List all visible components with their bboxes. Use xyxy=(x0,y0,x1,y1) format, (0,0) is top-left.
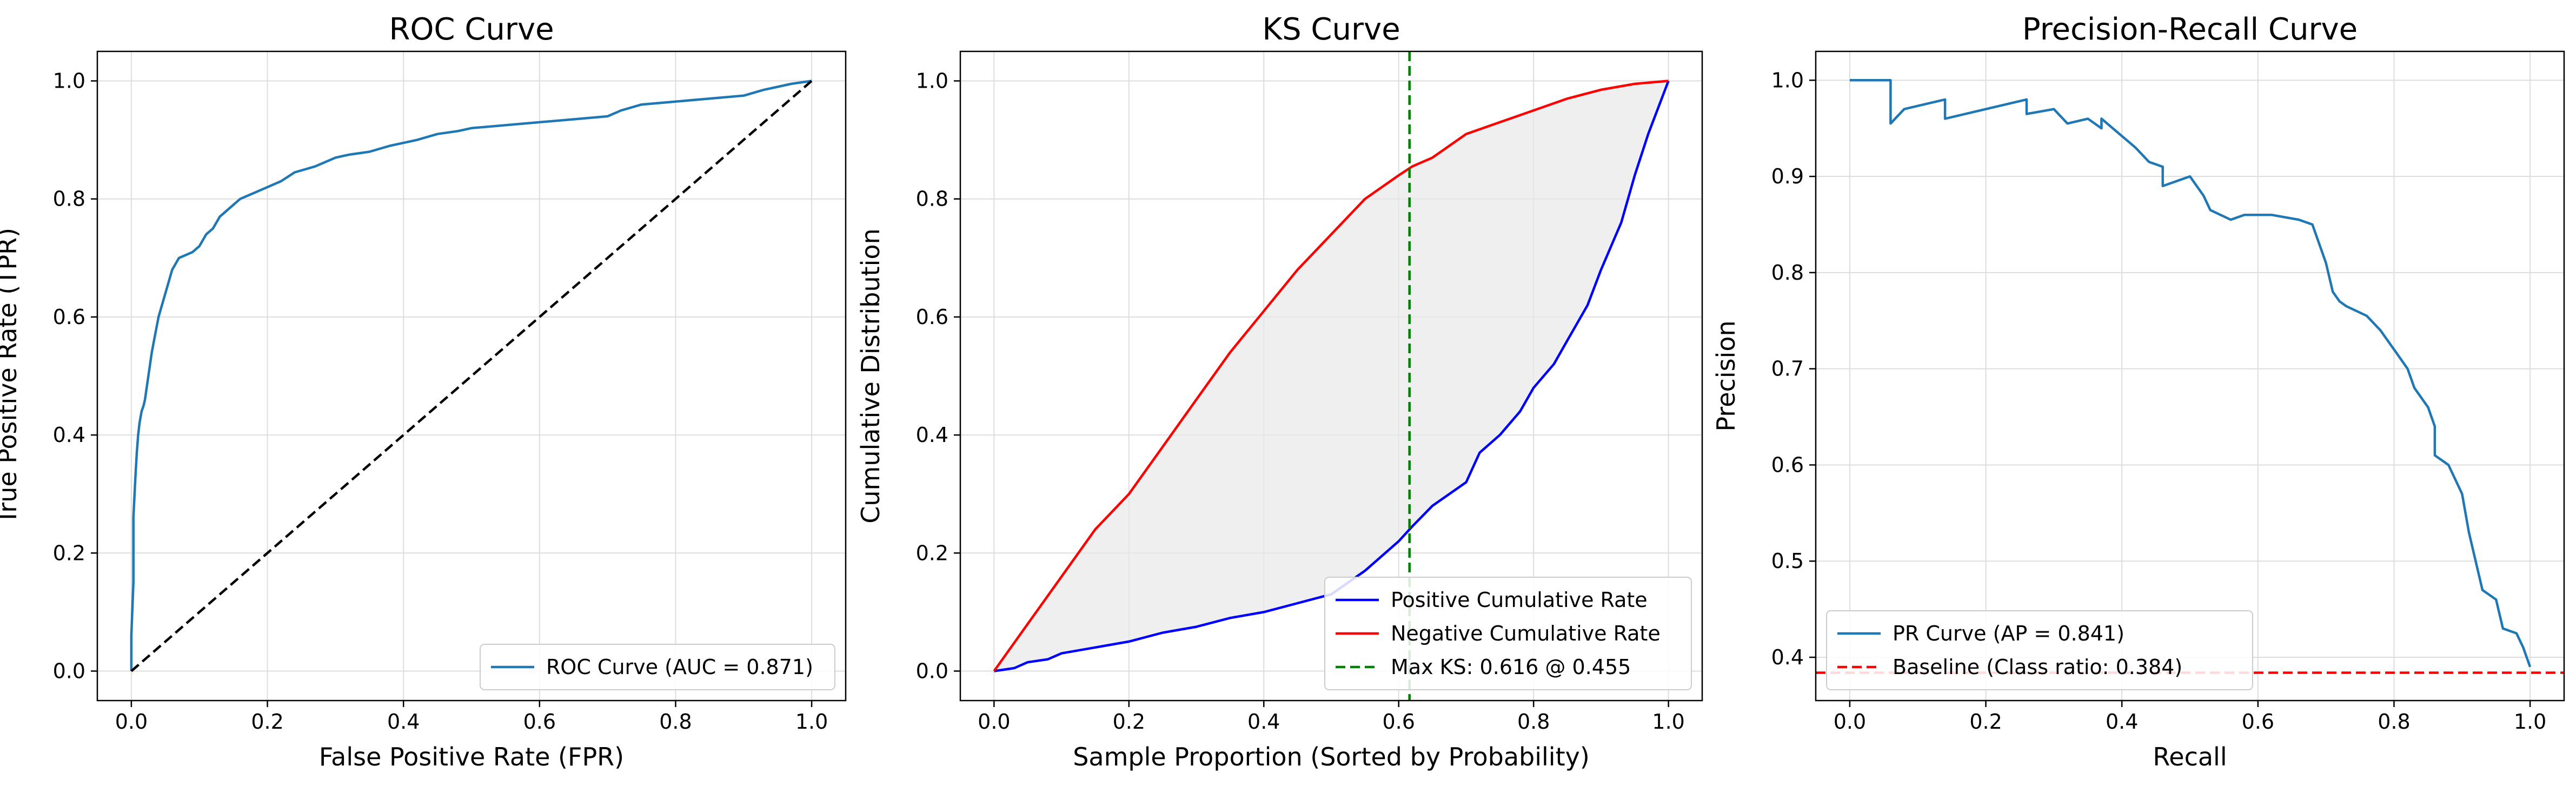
series-line-0 xyxy=(1849,79,2532,668)
plot-area xyxy=(1816,79,2564,674)
legend-label: Baseline (Class ratio: 0.384) xyxy=(1893,655,2182,679)
plot-area xyxy=(993,51,1670,701)
y-axis-label: True Positive Rate (TPR) xyxy=(0,228,22,525)
legend-label: PR Curve (AP = 0.841) xyxy=(1893,622,2124,645)
y-tick-label: 0.6 xyxy=(53,305,85,329)
x-tick-label: 0.6 xyxy=(2242,710,2274,734)
plot-area xyxy=(130,80,813,672)
legend: Positive Cumulative Rate Negative Cumulat… xyxy=(1324,577,1692,690)
x-tick-label: 0.0 xyxy=(978,710,1010,734)
x-axis-label: False Positive Rate (FPR) xyxy=(319,742,624,771)
x-tick-label: 0.4 xyxy=(2106,710,2138,734)
x-tick-label: 0.0 xyxy=(115,710,148,734)
axes-frame xyxy=(1815,50,2565,702)
y-tick-label: 0.2 xyxy=(53,541,85,565)
y-tick-label: 0.8 xyxy=(53,187,85,211)
legend-label: Max KS: 0.616 @ 0.455 xyxy=(1391,655,1631,679)
series-line-0 xyxy=(130,80,812,671)
legend: PR Curve (AP = 0.841) Baseline (Class rat… xyxy=(1826,610,2253,690)
x-tick-label: 0.2 xyxy=(251,710,283,734)
series-line-0 xyxy=(994,80,1670,672)
y-tick-label: 0.4 xyxy=(916,423,948,447)
x-tick-label: 0.0 xyxy=(1834,710,1866,734)
y-tick-label: 1.0 xyxy=(53,69,85,93)
legend-box xyxy=(1324,577,1692,690)
legend-box xyxy=(480,644,835,690)
chart-title: Precision-Recall Curve xyxy=(2022,12,2358,47)
legend-label: Negative Cumulative Rate xyxy=(1391,622,1661,645)
x-tick-label: 0.4 xyxy=(1247,710,1280,734)
axes-frame xyxy=(959,50,1703,702)
chart-2: 0.0 0.2 0.4 0.6 0.8 1.0 0.4 0.5 0.6 0.7 0.8 0.9 1.0 P… xyxy=(1711,12,2565,771)
legend-box xyxy=(1826,610,2253,690)
legend-label: ROC Curve (AUC = 0.871) xyxy=(546,655,813,679)
x-tick-label: 0.8 xyxy=(659,710,692,734)
y-tick-label: 1.0 xyxy=(1771,68,1804,92)
x-tick-label: 1.0 xyxy=(795,710,828,734)
x-axis-label: Sample Proportion (Sorted by Probability… xyxy=(1073,742,1590,771)
y-tick-label: 1.0 xyxy=(916,69,948,93)
series-line-1 xyxy=(993,80,1669,672)
chart-0: 0.0 0.2 0.4 0.6 0.8 1.0 0.0 0.2 0.4 0.6 0.8 1.0 ROC … xyxy=(0,12,847,771)
y-tick-label: 0.4 xyxy=(1771,645,1804,669)
x-tick-label: 0.8 xyxy=(1517,710,1550,734)
series-line-1 xyxy=(130,80,813,672)
y-axis-label: Cumulative Distribution xyxy=(856,228,885,524)
y-tick-label: 0.8 xyxy=(916,187,948,211)
fill-between-area xyxy=(994,81,1669,671)
y-tick-label: 0.0 xyxy=(916,659,948,683)
chart-title: ROC Curve xyxy=(389,12,554,47)
y-tick-label: 0.6 xyxy=(1771,453,1804,477)
x-tick-label: 0.6 xyxy=(1383,710,1415,734)
x-tick-label: 1.0 xyxy=(1652,710,1684,734)
y-tick-label: 0.5 xyxy=(1771,549,1804,573)
y-tick-label: 0.4 xyxy=(53,423,85,447)
chart-1: 0.0 0.2 0.4 0.6 0.8 1.0 0.0 0.2 0.4 0.6 0.8 1.0 KS C… xyxy=(856,12,1703,771)
y-axis-label: Precision xyxy=(1711,320,1741,431)
y-tick-label: 0.9 xyxy=(1771,164,1804,188)
x-tick-label: 0.2 xyxy=(1969,710,2002,734)
legend: ROC Curve (AUC = 0.871) xyxy=(480,644,835,690)
y-tick-label: 0.7 xyxy=(1771,357,1804,381)
x-tick-label: 0.4 xyxy=(387,710,420,734)
y-tick-label: 0.6 xyxy=(916,305,948,329)
y-tick-label: 0.8 xyxy=(1771,261,1804,285)
x-axis-label: Recall xyxy=(2153,742,2227,771)
legend-label: Positive Cumulative Rate xyxy=(1391,588,1648,612)
x-tick-label: 0.6 xyxy=(523,710,556,734)
y-tick-label: 0.0 xyxy=(53,659,85,683)
x-tick-label: 0.8 xyxy=(2378,710,2410,734)
x-tick-label: 0.2 xyxy=(1113,710,1145,734)
chart-title: KS Curve xyxy=(1262,12,1400,47)
y-tick-label: 0.2 xyxy=(916,541,948,565)
x-tick-label: 1.0 xyxy=(2514,710,2546,734)
axes-frame xyxy=(96,50,847,702)
